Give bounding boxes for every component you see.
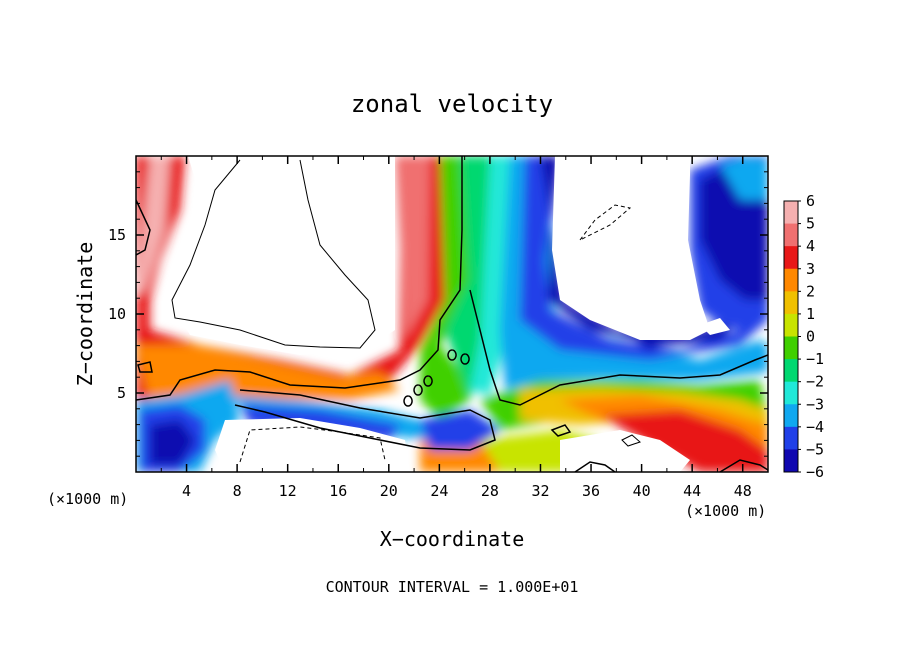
x-tick-label: 24 (430, 482, 448, 500)
colorbar-label: −4 (806, 418, 824, 436)
colorbar-label: −3 (806, 395, 824, 413)
x-unit-label-left: (×1000 m) (47, 490, 128, 508)
x-axis-title: X−coordinate (380, 527, 525, 551)
colorbar-label: −5 (806, 440, 824, 458)
colorbar-swatch (784, 201, 798, 225)
colorbar-label: 6 (806, 192, 815, 210)
colorbar-swatch (784, 223, 798, 247)
colorbar-swatch (784, 313, 798, 337)
x-tick-label: 20 (380, 482, 398, 500)
colorbar-swatch (784, 381, 798, 405)
contour-lines (136, 156, 768, 472)
heatmap-field (136, 156, 768, 472)
y-tick-label: 10 (108, 305, 126, 323)
y-tick-label: 15 (108, 226, 126, 244)
colorbar-swatch (784, 246, 798, 270)
y-axis-title: Z−coordinate (73, 242, 97, 387)
colorbar-swatch (784, 449, 798, 473)
colorbar-swatch (784, 291, 798, 315)
colorbar-label: −2 (806, 373, 824, 391)
x-tick-label: 16 (329, 482, 347, 500)
colorbar-label: 2 (806, 282, 815, 300)
colorbar-label: −1 (806, 350, 824, 368)
x-axis: 4 8 12 16 20 24 28 32 36 40 44 48 (160, 156, 752, 500)
x-tick-label: 48 (734, 482, 752, 500)
colorbar-label: 5 (806, 215, 815, 233)
contour-interval-note: CONTOUR INTERVAL = 1.000E+01 (326, 578, 579, 596)
chart-title: zonal velocity (351, 90, 553, 118)
colorbar-label: −6 (806, 463, 824, 481)
colorbar-label: 4 (806, 237, 815, 255)
x-tick-label: 28 (481, 482, 499, 500)
x-unit-label-right: (×1000 m) (685, 502, 766, 520)
x-tick-label: 12 (279, 482, 297, 500)
x-tick-label: 36 (582, 482, 600, 500)
x-tick-label: 8 (233, 482, 242, 500)
x-tick-label: 32 (531, 482, 549, 500)
x-tick-label: 44 (683, 482, 701, 500)
colorbar-label: 0 (806, 328, 815, 346)
colorbar: 6 5 4 3 2 1 0 −1 −2 −3 −4 −5 −6 (783, 192, 824, 481)
y-tick-label: 5 (117, 384, 126, 402)
colorbar-swatch (784, 426, 798, 450)
colorbar-swatch (784, 359, 798, 383)
colorbar-swatch (784, 404, 798, 428)
y-axis: 5 10 15 (108, 171, 768, 457)
colorbar-label: 3 (806, 260, 815, 278)
x-tick-label: 4 (182, 482, 191, 500)
x-tick-label: 40 (633, 482, 651, 500)
colorbar-swatch (784, 268, 798, 292)
colorbar-label: 1 (806, 305, 815, 323)
colorbar-swatch (784, 336, 798, 360)
